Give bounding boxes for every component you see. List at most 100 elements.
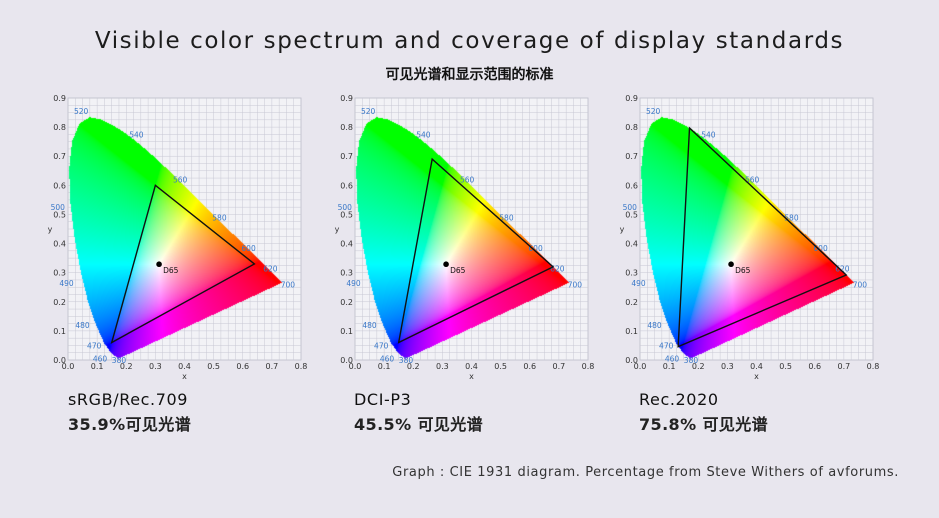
y-tick-label: 0.9 — [340, 94, 353, 103]
cie-diagram-rec2020: 0.0 0.1 0.2 0.3 0.4 0.5 0.6 0.7 0.8 0.0 0.1 0.2 0.3 0… — [612, 88, 880, 388]
y-tick-label: 0.5 — [53, 210, 66, 219]
y-tick-label: 0.0 — [53, 356, 66, 365]
wavelength-label: 490 — [631, 279, 646, 288]
wavelength-label: 580 — [784, 213, 799, 222]
wavelength-label: 500 — [623, 203, 638, 212]
x-tick-label: 0.0 — [62, 362, 75, 371]
wavelength-label: 520 — [361, 107, 376, 116]
y-tick-label: 0.1 — [53, 327, 66, 336]
wavelength-label: 600 — [528, 244, 543, 253]
x-tick-label: 0.3 — [149, 362, 162, 371]
y-tick-label: 0.4 — [53, 240, 66, 249]
white-point-label: D65 — [163, 266, 179, 275]
wavelength-label: 490 — [59, 279, 74, 288]
gamut-triangle — [110, 184, 256, 344]
x-tick-label: 0.6 — [523, 362, 536, 371]
white-point-marker — [156, 261, 162, 268]
gamut-name-srgb: sRGB/Rec.709 — [68, 390, 189, 409]
wavelength-label: 500 — [338, 203, 353, 212]
wavelength-label: 460 — [665, 355, 680, 364]
y-tick-label: 0.6 — [53, 181, 66, 190]
wavelength-label: 540 — [129, 130, 144, 139]
gamut-coverage-rec2020: 75.8% 可见光谱 — [639, 415, 769, 434]
wavelength-label: 380 — [399, 356, 414, 365]
wavelength-label: 470 — [659, 341, 674, 350]
y-tick-label: 0.9 — [625, 94, 638, 103]
wavelength-label: 500 — [51, 203, 66, 212]
y-tick-label: 0.7 — [53, 152, 66, 161]
x-tick-label: 0.4 — [178, 362, 191, 371]
x-tick-label: 0.8 — [582, 362, 595, 371]
wavelength-label: 480 — [75, 321, 90, 330]
x-tick-label: 0.1 — [91, 362, 104, 371]
wavelength-label: 540 — [701, 130, 716, 139]
spectral-locus-fill — [355, 98, 588, 360]
gamut-coverage-srgb: 35.9%可见光谱 — [68, 415, 192, 434]
y-tick-label: 0.5 — [625, 210, 638, 219]
y-tick-label: 0.2 — [340, 298, 353, 307]
white-point-label: D65 — [450, 266, 466, 275]
y-tick-label: 0.2 — [625, 298, 638, 307]
wavelength-label: 700 — [568, 280, 583, 289]
x-axis-label: x — [182, 372, 187, 381]
y-axis-label: y — [620, 225, 625, 234]
wavelength-label: 470 — [374, 341, 389, 350]
x-axis-label: x — [754, 372, 759, 381]
wavelength-label: 490 — [346, 279, 361, 288]
y-tick-label: 0.1 — [340, 327, 353, 336]
x-tick-label: 0.7 — [553, 362, 566, 371]
gamut-triangle — [677, 126, 848, 348]
y-tick-label: 0.2 — [53, 298, 66, 307]
x-axis-label: x — [469, 372, 474, 381]
y-tick-label: 0.4 — [625, 240, 638, 249]
x-tick-label: 0.6 — [236, 362, 249, 371]
y-tick-label: 0.1 — [625, 327, 638, 336]
wavelength-label: 540 — [416, 130, 431, 139]
x-tick-label: 0.4 — [465, 362, 478, 371]
x-tick-label: 0.4 — [750, 362, 763, 371]
cie-diagram-srgb: 0.0 0.1 0.2 0.3 0.4 0.5 0.6 0.7 0.8 0.0 0.1 0.2 0.3 0… — [40, 88, 308, 388]
wavelength-label: 380 — [684, 356, 699, 365]
wavelength-label: 620 — [550, 264, 565, 273]
wavelength-label: 580 — [212, 213, 227, 222]
x-tick-label: 0.7 — [266, 362, 279, 371]
wavelength-label: 480 — [647, 321, 662, 330]
white-point-marker — [728, 261, 734, 268]
cie-chart-svg: 0.0 0.1 0.2 0.3 0.4 0.5 0.6 0.7 0.8 0.0 0.1 0.2 0.3 0… — [620, 94, 880, 381]
y-tick-label: 0.7 — [625, 152, 638, 161]
spectral-locus-fill — [68, 98, 301, 360]
cie-diagram-dci-p3: 0.0 0.1 0.2 0.3 0.4 0.5 0.6 0.7 0.8 0.0 0.1 0.2 0.3 0… — [327, 88, 595, 388]
x-tick-label: 0.6 — [808, 362, 821, 371]
y-tick-label: 0.8 — [625, 123, 638, 132]
x-tick-label: 0.0 — [349, 362, 362, 371]
x-tick-label: 0.3 — [436, 362, 449, 371]
x-tick-label: 0.1 — [663, 362, 676, 371]
y-tick-label: 0.7 — [340, 152, 353, 161]
y-tick-label: 0.8 — [340, 123, 353, 132]
y-axis-label: y — [48, 225, 53, 234]
white-point-label: D65 — [735, 266, 751, 275]
wavelength-label: 560 — [173, 176, 188, 185]
wavelength-label: 470 — [87, 341, 102, 350]
wavelength-label: 380 — [112, 356, 127, 365]
gamut-triangle — [397, 157, 555, 344]
source-footnote: Graph : CIE 1931 diagram. Percentage fro… — [392, 465, 899, 480]
wavelength-label: 700 — [281, 280, 296, 289]
chart-title: Visible color spectrum and coverage of d… — [94, 28, 845, 54]
y-tick-label: 0.5 — [340, 210, 353, 219]
cie-chart-svg: 0.0 0.1 0.2 0.3 0.4 0.5 0.6 0.7 0.8 0.0 0.1 0.2 0.3 0… — [48, 94, 308, 381]
wavelength-label: 520 — [646, 107, 661, 116]
x-tick-label: 0.5 — [779, 362, 792, 371]
y-tick-label: 0.3 — [625, 269, 638, 278]
wavelength-label: 520 — [74, 107, 89, 116]
spectral-locus-fill — [640, 98, 873, 360]
wavelength-label: 620 — [263, 264, 278, 273]
x-tick-label: 0.8 — [867, 362, 880, 371]
x-tick-label: 0.7 — [838, 362, 851, 371]
chart-subtitle: 可见光谱和显示范围的标准 — [385, 67, 554, 83]
y-tick-label: 0.6 — [340, 181, 353, 190]
x-tick-label: 0.5 — [494, 362, 507, 371]
y-tick-label: 0.0 — [340, 356, 353, 365]
wavelength-label: 580 — [499, 213, 514, 222]
wavelength-label: 560 — [745, 176, 760, 185]
